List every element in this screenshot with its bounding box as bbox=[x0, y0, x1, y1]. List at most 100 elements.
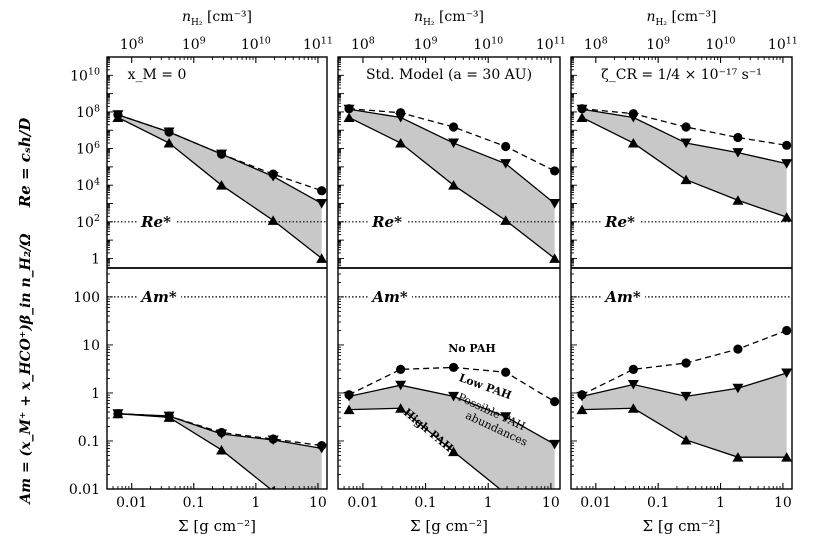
am-high-pah-point bbox=[576, 404, 588, 415]
re-low-pah-point bbox=[267, 171, 279, 182]
top-tick-label: 109 bbox=[182, 35, 206, 53]
am-possible-pah-region bbox=[117, 413, 322, 489]
am-low-pah-point bbox=[500, 412, 512, 422]
re-low-pah-point bbox=[781, 159, 792, 169]
panel-2-frame bbox=[337, 56, 561, 490]
re-low-pah-point bbox=[395, 112, 407, 123]
am-no-pah-point bbox=[628, 364, 638, 374]
re-no-pah-point bbox=[501, 141, 511, 152]
re-no-pah-point bbox=[317, 186, 327, 196]
re-y-tick-label: 1 bbox=[91, 251, 100, 267]
re-low-pah-point bbox=[216, 149, 228, 160]
top-axis-label: nH₂ [cm⁻³] bbox=[414, 9, 484, 28]
am-high-pah-point bbox=[163, 412, 175, 422]
am-no-pah-point bbox=[782, 325, 792, 336]
panel-1-title: x_M = 0 bbox=[128, 67, 187, 83]
panel-2-title: Std. Model (a = 30 AU) bbox=[366, 67, 532, 83]
x-tick-label: 10 bbox=[542, 495, 560, 511]
am-high-pah-point bbox=[680, 434, 692, 445]
am-high-pah-point bbox=[627, 403, 639, 413]
am-high-pah-point bbox=[549, 532, 560, 542]
am-y-tick-label: 1 bbox=[91, 386, 100, 402]
am-high-pah-point bbox=[112, 408, 124, 419]
re-high-pah-point bbox=[627, 138, 639, 148]
re-threshold-label-bg bbox=[137, 211, 175, 232]
panel-1-plot bbox=[107, 110, 327, 489]
re-y-tick-label: 104 bbox=[76, 177, 100, 195]
top-axis-label: nH₂ [cm⁻³] bbox=[647, 9, 717, 28]
top-tick-label: 1011 bbox=[303, 35, 333, 53]
re-no-pah-point bbox=[782, 140, 792, 150]
re-threshold-label-bg bbox=[368, 211, 406, 232]
re-possible-pah-region bbox=[117, 114, 322, 259]
top-tick-label: 108 bbox=[120, 35, 144, 53]
re-y-tick-label: 106 bbox=[76, 140, 100, 158]
re-high-pah-point bbox=[395, 138, 407, 148]
re-low-pah-point bbox=[680, 138, 692, 149]
am-low-pah-point bbox=[680, 391, 692, 402]
am-threshold-label: Am* bbox=[370, 288, 408, 306]
top-axis-label: nH₂ [cm⁻³] bbox=[182, 9, 252, 28]
am-no-pah-point bbox=[448, 362, 459, 373]
re-high-pah-point bbox=[448, 180, 460, 190]
am-low-pah-point bbox=[395, 380, 407, 391]
am-no-pah-point bbox=[396, 364, 406, 374]
re-low-pah-point bbox=[549, 198, 560, 209]
top-tick-label: 108 bbox=[351, 35, 375, 53]
re-no-pah-line bbox=[348, 108, 555, 172]
x-tick-label: 1 bbox=[484, 495, 493, 511]
re-no-pah-point bbox=[681, 122, 691, 132]
am-low-pah-point bbox=[549, 439, 560, 450]
am-low-pah-point bbox=[576, 391, 588, 402]
am-high-pah-point bbox=[343, 404, 355, 415]
re-high-pah-point bbox=[576, 112, 588, 122]
x-tick-label: 0.1 bbox=[647, 495, 669, 511]
am-y-tick-label: 100 bbox=[73, 290, 100, 306]
x-tick-label: 0.01 bbox=[347, 495, 378, 511]
am-threshold-label: Am* bbox=[139, 288, 177, 306]
top-tick-label: 1010 bbox=[241, 35, 271, 53]
re-low-pah-point bbox=[343, 104, 355, 115]
panel-3-plot bbox=[571, 104, 792, 462]
panel-3-frame bbox=[570, 56, 793, 490]
re-y-tick-label: 1010 bbox=[70, 67, 100, 85]
am-y-tick-label: 10 bbox=[82, 338, 100, 354]
re-low-pah-point bbox=[576, 104, 588, 115]
am-low-pah-point bbox=[732, 383, 744, 394]
x-tick-label: 0.01 bbox=[116, 495, 147, 511]
re-threshold-label: Re* bbox=[140, 213, 171, 231]
top-tick-label: 1011 bbox=[536, 35, 566, 53]
re-high-pah-point bbox=[732, 195, 744, 205]
annotation-no-pah: No PAH bbox=[448, 342, 496, 355]
x-axis-label: Σ [g cm⁻²] bbox=[642, 517, 720, 535]
am-threshold-label-bg bbox=[601, 286, 645, 307]
re-threshold-label-bg bbox=[601, 211, 639, 232]
re-possible-pah-region bbox=[581, 109, 787, 218]
am-low-pah-point bbox=[216, 429, 228, 439]
x-tick-label: 10 bbox=[774, 495, 792, 511]
am-high-pah-point bbox=[781, 452, 792, 462]
x-tick-label: 1 bbox=[716, 495, 725, 511]
re-high-pah-point bbox=[163, 138, 175, 148]
re-high-pah-point bbox=[549, 253, 560, 263]
am-no-pah-point bbox=[501, 367, 511, 377]
am-low-pah-point bbox=[781, 368, 792, 379]
am-y-axis-label: Am = (x_M⁺ + x_HCO⁺)β_in n_H₂/Ω bbox=[18, 233, 34, 506]
am-y-tick-label: 0.01 bbox=[69, 482, 100, 498]
re-no-pah-point bbox=[550, 166, 560, 176]
re-low-pah-point bbox=[500, 159, 512, 169]
top-tick-label: 1010 bbox=[473, 35, 503, 53]
re-high-pah-point bbox=[267, 215, 279, 225]
re-no-pah-point bbox=[448, 122, 459, 132]
re-high-pah-point bbox=[781, 212, 792, 222]
x-tick-label: 0.1 bbox=[414, 495, 436, 511]
x-tick-label: 0.01 bbox=[580, 495, 611, 511]
re-low-pah-point bbox=[316, 198, 327, 209]
am-low-pah-point bbox=[448, 391, 460, 402]
am-possible-pah-region bbox=[349, 385, 555, 489]
am-high-pah-point bbox=[271, 486, 275, 489]
am-high-pah-point bbox=[732, 452, 744, 462]
am-low-pah-point bbox=[343, 391, 355, 402]
top-tick-label: 109 bbox=[414, 35, 438, 53]
